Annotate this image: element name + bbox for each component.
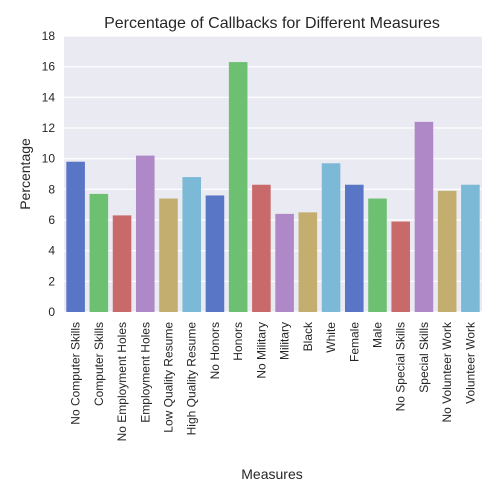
bar [368,198,387,312]
x-tick-label: Low Quality Resume [162,322,176,433]
y-axis-label: Percentage [17,138,33,210]
y-tick-label: 16 [42,60,56,74]
x-tick-label: High Quality Resume [185,322,199,436]
x-axis-ticks: No Computer Skills Computer Skills No Empl… [69,321,478,441]
y-tick-label: 6 [48,213,55,227]
y-tick-label: 12 [42,121,56,135]
x-tick-label: Male [371,322,385,348]
bar [89,193,109,312]
x-tick-label: No Special Skills [394,322,408,411]
x-tick-label: Special Skills [417,322,431,393]
bar [112,215,132,312]
x-tick-label: No Honors [208,322,222,379]
y-axis-ticks: 0 2 4 6 8 10 12 14 16 18 [42,29,56,319]
bar [321,163,341,312]
x-tick-label: No Volunteer Work [440,321,454,422]
x-tick-label: No Military [254,322,268,379]
y-tick-label: 0 [48,305,55,319]
y-tick-label: 2 [48,274,55,288]
y-tick-label: 14 [42,90,56,104]
bar [298,212,318,312]
bar [205,195,225,312]
bar [252,184,271,312]
bars [66,62,480,312]
x-axis-label: Measures [241,466,302,482]
bar [437,190,457,312]
x-tick-label: White [324,322,338,353]
x-tick-label: Employment Holes [138,322,152,423]
x-tick-label: Female [347,322,361,362]
bar [135,155,155,312]
bar [461,184,480,312]
x-tick-label: Honors [231,322,245,361]
chart-title: Percentage of Callbacks for Different Me… [104,15,440,32]
bar [344,184,364,312]
y-tick-label: 10 [42,152,56,166]
y-tick-label: 8 [48,182,55,196]
bar [414,121,434,312]
bar [275,213,294,312]
x-tick-label: Computer Skills [92,322,106,406]
x-tick-label: Military [278,322,292,360]
bar [391,221,411,312]
bar [228,62,248,312]
gridlines [64,35,482,313]
y-tick-label: 18 [42,29,56,43]
x-tick-label: No Computer Skills [69,322,83,425]
x-tick-label: Black [301,321,315,351]
bar [66,161,85,312]
plot-background [64,36,482,312]
bar [159,198,178,312]
bar [182,177,202,312]
x-tick-label: No Employment Holes [115,322,129,441]
y-tick-label: 4 [48,244,55,258]
x-tick-label: Volunteer Work [463,321,477,404]
